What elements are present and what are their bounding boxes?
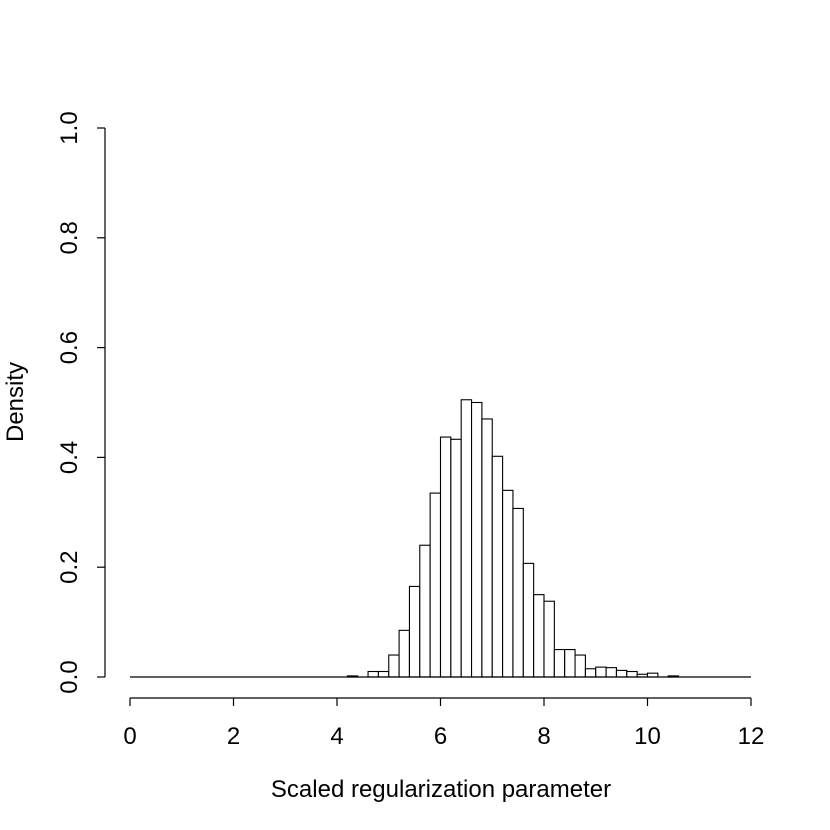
x-tick-label-5: 10 xyxy=(634,723,661,750)
histogram-bar-11 xyxy=(460,399,473,678)
y-tick-label-5: 1.0 xyxy=(56,111,83,144)
y-tick-label-2: 0.4 xyxy=(56,441,83,474)
histogram-bar-22 xyxy=(574,654,586,678)
histogram-bar-12 xyxy=(470,401,483,678)
histogram-bar-3 xyxy=(377,670,390,678)
y-tick-label-3: 0.6 xyxy=(56,331,83,364)
x-tick-label-1: 2 xyxy=(227,723,240,750)
histogram-bar-9 xyxy=(439,436,452,678)
histogram-bar-24 xyxy=(595,666,607,678)
histogram-bar-17 xyxy=(522,562,535,678)
histogram-bar-15 xyxy=(502,489,514,678)
y-axis: 0.0 0.2 0.4 0.6 0.8 1.0 xyxy=(56,111,106,694)
y-tick-label-1: 0.2 xyxy=(56,551,83,584)
histogram-bar-10 xyxy=(450,438,462,678)
histogram-bar-27 xyxy=(626,670,638,678)
histogram-bar-25 xyxy=(605,667,617,678)
x-tick-label-3: 6 xyxy=(434,723,447,750)
x-tick-label-2: 4 xyxy=(330,723,343,750)
histogram-bar-4 xyxy=(388,654,400,678)
histogram-bar-8 xyxy=(429,492,442,678)
x-tick-label-6: 12 xyxy=(738,723,765,750)
histogram-bar-2 xyxy=(367,670,379,678)
histogram-bar-21 xyxy=(564,648,576,678)
histogram-bar-23 xyxy=(584,668,597,678)
histogram-bar-14 xyxy=(491,455,504,678)
histogram-bar-13 xyxy=(481,418,493,678)
x-tick-label-4: 8 xyxy=(537,723,550,750)
histogram-bar-26 xyxy=(615,669,628,678)
histogram-bars xyxy=(346,399,680,678)
histogram-bar-18 xyxy=(533,594,545,678)
x-axis: 0 2 4 6 8 10 12 xyxy=(123,697,765,750)
histogram-bar-7 xyxy=(419,544,431,678)
histogram-bar-6 xyxy=(408,585,421,678)
x-tick-label-0: 0 xyxy=(123,723,136,750)
histogram-bar-5 xyxy=(398,629,411,678)
histogram-bar-20 xyxy=(553,648,566,678)
histogram-bar-19 xyxy=(543,600,555,678)
y-tick-label-4: 0.8 xyxy=(56,221,83,254)
histogram-bar-16 xyxy=(512,507,524,678)
x-axis-title: Scaled regularization parameter xyxy=(271,776,611,803)
y-axis-title: Density xyxy=(2,362,29,442)
y-tick-label-0: 0.0 xyxy=(56,660,83,693)
